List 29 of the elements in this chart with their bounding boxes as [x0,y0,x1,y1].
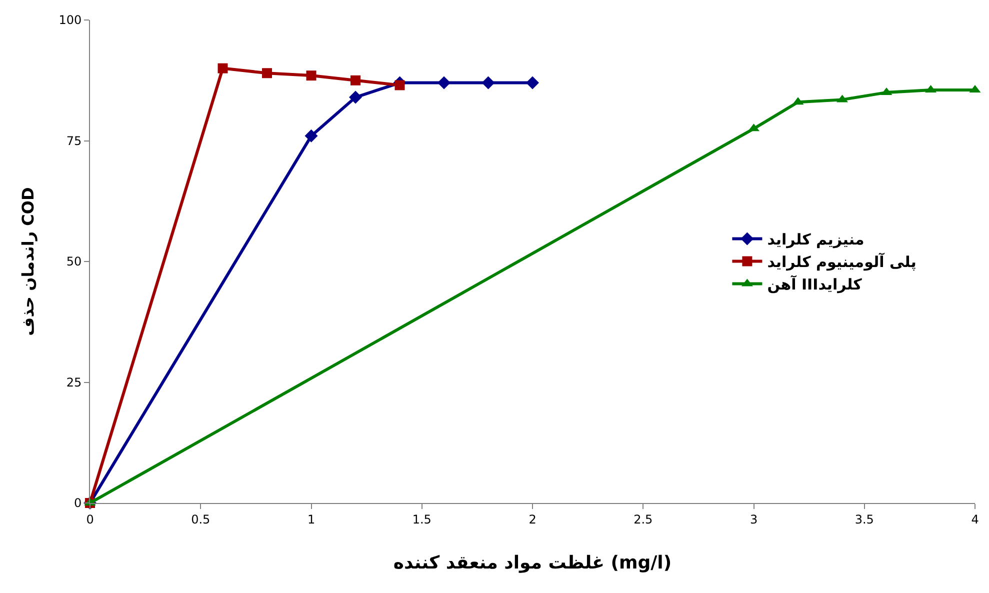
point [438,76,450,90]
x-tick-label: 4 [971,512,979,526]
y-tick-label: 25 [66,375,82,390]
x-tick-label: 3.5 [854,512,874,526]
y-tick-label: 50 [66,254,82,269]
point [306,70,316,81]
point [350,75,360,86]
y-tick-label: 100 [58,13,82,28]
point [218,63,228,74]
x-tick-label: 1.5 [412,512,432,526]
point [526,76,539,90]
legend-label: پلی آلومینیوم کلراید [767,252,916,272]
x-tick-label: 0 [86,512,94,526]
y-tick-label: 0 [74,496,82,510]
y-tick-label: 75 [66,134,82,148]
x-tick-label: 0.5 [191,512,210,526]
x-tick-label: 2.5 [634,512,653,526]
point [394,80,405,90]
legend-label: منیزیم کلراید [767,230,864,249]
y-axis-title: راندمان حذف COD [18,187,38,336]
x-tick-label: 2 [528,512,536,526]
x-tick-label: 1 [307,512,316,526]
x-tick-label: 3 [750,512,758,526]
point [262,68,272,78]
legend-label: آهن IIIکلراید [767,274,862,294]
point [349,90,362,104]
point [304,129,318,142]
point [482,76,495,90]
x-axis-title: غلظت مواد منعقد کننده (mg/l) [393,552,672,574]
